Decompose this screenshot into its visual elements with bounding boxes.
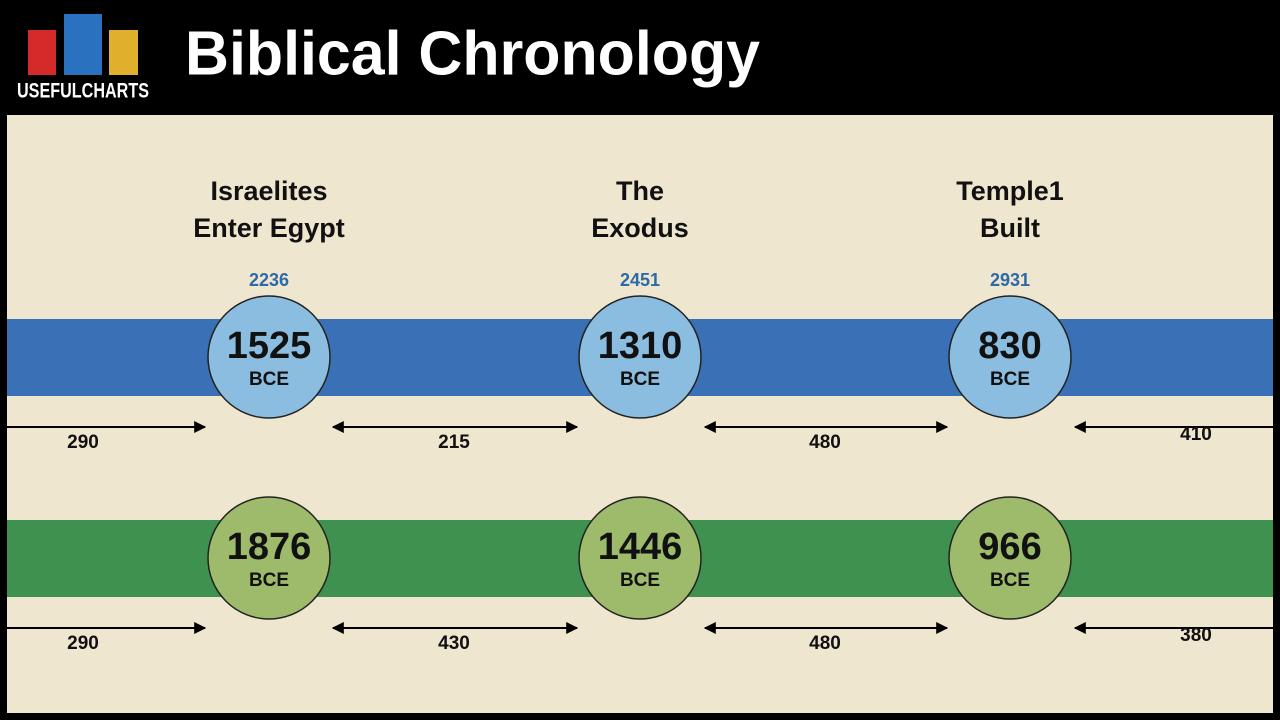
date-year: 1525 <box>227 325 312 367</box>
interval-label: 380 <box>1180 625 1212 646</box>
logo-text: USEFULCHARTS <box>17 80 149 103</box>
event-label: Built <box>980 213 1040 243</box>
event-label: Israelites <box>210 176 327 206</box>
event-label: Exodus <box>591 213 689 243</box>
year-label: 2931 <box>990 270 1030 290</box>
logo-bar <box>64 14 102 75</box>
interval-label: 480 <box>809 432 841 453</box>
logo-bar <box>109 30 138 75</box>
date-year: 966 <box>978 526 1041 568</box>
interval-label: 215 <box>438 432 470 453</box>
logo: USEFULCHARTS <box>17 14 149 103</box>
event-label: Enter Egypt <box>193 213 345 243</box>
interval-label: 430 <box>438 633 470 654</box>
year-label: 2451 <box>620 270 660 290</box>
date-year: 1310 <box>598 325 683 367</box>
date-era: BCE <box>990 369 1030 390</box>
date-era: BCE <box>249 570 289 591</box>
date-circle <box>948 496 1072 620</box>
date-year: 1446 <box>598 526 683 568</box>
interval-label: 410 <box>1180 424 1212 445</box>
logo-bar <box>28 30 56 75</box>
date-era: BCE <box>620 369 660 390</box>
interval-label: 480 <box>809 633 841 654</box>
date-era: BCE <box>990 570 1030 591</box>
date-year: 830 <box>978 325 1041 367</box>
date-circle <box>207 295 331 419</box>
date-circle <box>578 496 702 620</box>
event-label: The <box>616 176 664 206</box>
event-label: Temple1 <box>956 176 1064 206</box>
date-circle <box>207 496 331 620</box>
interval-label: 290 <box>67 432 99 453</box>
date-era: BCE <box>620 570 660 591</box>
date-circle <box>948 295 1072 419</box>
year-label: 2236 <box>249 270 289 290</box>
interval-label: 290 <box>67 633 99 654</box>
content: Israelites Enter Egypt 2236 The Exodus 2451 Te… <box>7 176 1273 654</box>
date-circle <box>578 295 702 419</box>
date-year: 1876 <box>227 526 312 568</box>
title: Biblical Chronology <box>185 19 760 88</box>
date-era: BCE <box>249 369 289 390</box>
